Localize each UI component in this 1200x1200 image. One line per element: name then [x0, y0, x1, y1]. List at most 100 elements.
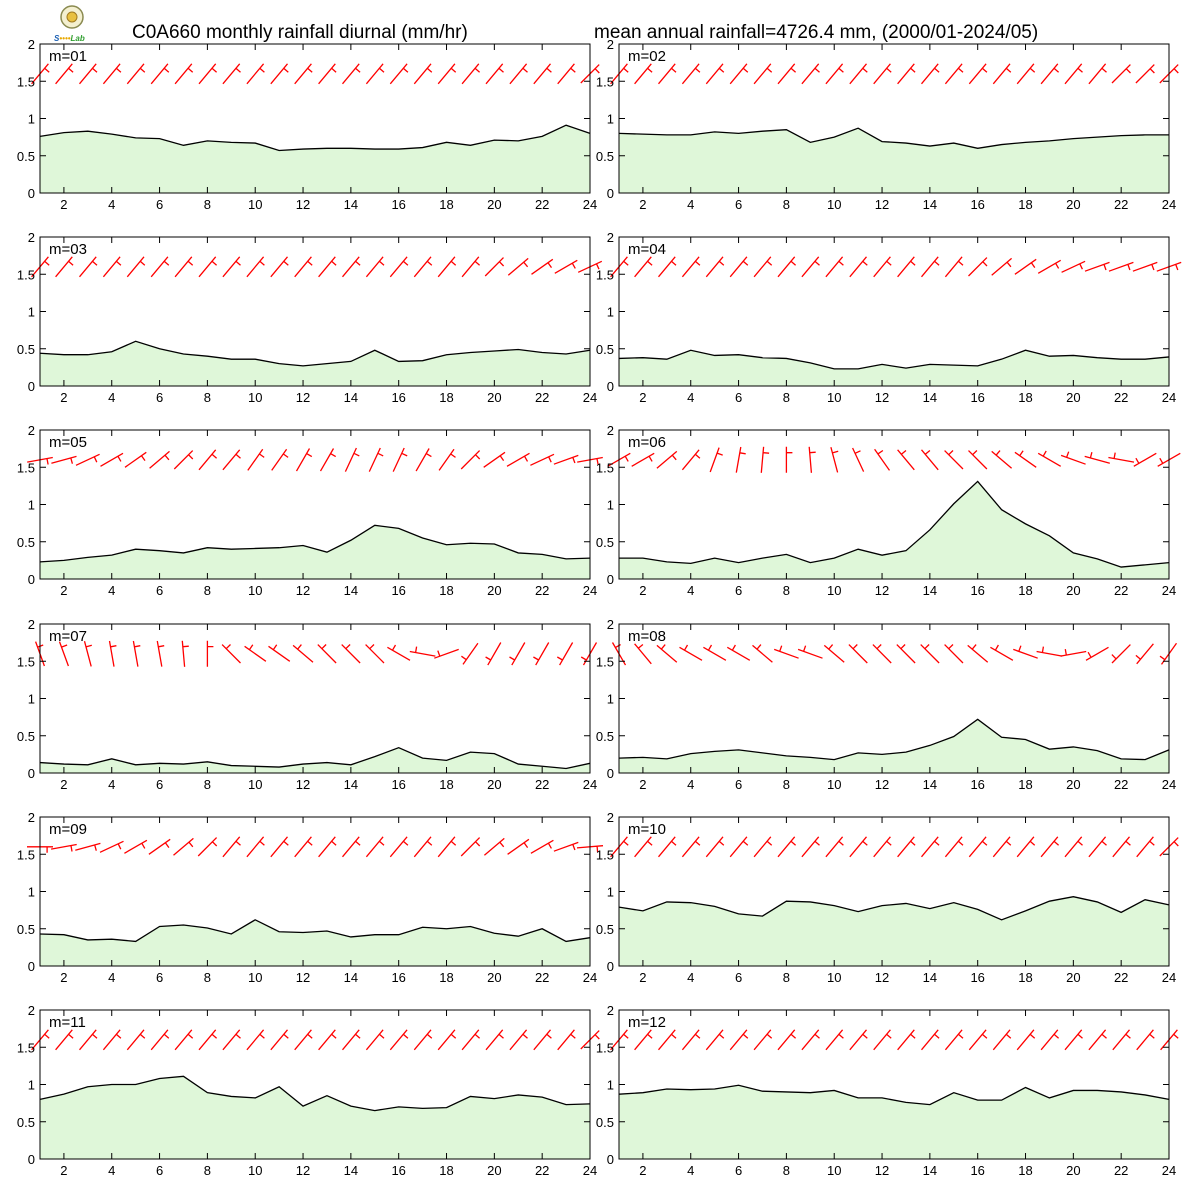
x-tick-label: 4 [687, 970, 694, 985]
x-tick-label: 12 [296, 390, 310, 405]
y-tick-label: 0 [607, 959, 614, 974]
x-tick-label: 14 [344, 583, 358, 598]
wind-barb [392, 447, 408, 472]
rainfall-line [618, 718, 1170, 761]
x-tick-label: 24 [1162, 583, 1176, 598]
y-tick-label: 1 [607, 1078, 614, 1093]
chart-title-right: mean annual rainfall=4726.4 mm, (2000/01… [594, 22, 1038, 43]
y-tick-label: 0.5 [17, 149, 35, 164]
wind-barb [921, 256, 940, 278]
y-tick-label: 0.5 [17, 922, 35, 937]
x-tick-label: 20 [1066, 390, 1080, 405]
y-tick-label: 1.5 [596, 267, 614, 282]
wind-barb [413, 256, 433, 278]
x-tick-label: 8 [204, 197, 211, 212]
y-tick-label: 2 [607, 617, 614, 632]
x-tick-label: 10 [248, 583, 262, 598]
y-tick-label: 0 [28, 186, 35, 201]
rainfall-area [619, 896, 1169, 966]
wind-barb [944, 1029, 964, 1051]
wind-barb [102, 256, 122, 278]
y-tick-label: 0 [28, 959, 35, 974]
x-tick-label: 14 [923, 970, 937, 985]
x-tick-label: 22 [1114, 970, 1128, 985]
rainfall-area [619, 719, 1169, 773]
wind-barb [557, 1029, 576, 1051]
x-tick-label: 18 [1018, 197, 1032, 212]
wind-barb [461, 1029, 481, 1051]
wind-barb [801, 836, 820, 858]
x-tick-label: 2 [60, 583, 67, 598]
x-tick-label: 2 [60, 1163, 67, 1178]
x-tick-label: 10 [827, 583, 841, 598]
wind-barb [1040, 836, 1060, 858]
y-tick-label: 2 [28, 423, 35, 438]
x-tick-label: 24 [583, 1163, 597, 1178]
wind-barb [126, 63, 146, 85]
x-tick-label: 10 [248, 1163, 262, 1178]
rainfall-line [619, 480, 1170, 568]
wind-barb [897, 256, 916, 278]
rainfall-area [619, 350, 1169, 386]
wind-barb [461, 63, 481, 85]
wind-barb [801, 1029, 820, 1051]
y-tick-label: 1 [28, 112, 35, 127]
x-tick-label: 20 [487, 1163, 501, 1178]
wind-barb [460, 450, 481, 470]
wind-barb [270, 1029, 289, 1051]
x-tick-label: 6 [735, 1163, 742, 1178]
wind-barb [753, 256, 773, 278]
x-tick-label: 20 [1066, 970, 1080, 985]
rainfall-line [39, 919, 591, 943]
y-tick-label: 0 [28, 1152, 35, 1167]
x-tick-label: 2 [60, 777, 67, 792]
x-tick-label: 24 [1162, 777, 1176, 792]
wind-barb [557, 63, 576, 85]
wind-barb [244, 644, 267, 662]
panel-frame [39, 623, 591, 774]
x-tick-label: 10 [248, 970, 262, 985]
x-tick-label: 18 [1018, 390, 1032, 405]
wind-barb [344, 447, 360, 472]
wind-barb [874, 448, 891, 471]
wind-barb [801, 256, 820, 278]
wind-barb [102, 1029, 122, 1051]
wind-barb [222, 836, 241, 858]
wind-barb [318, 63, 337, 85]
wind-barb [797, 645, 823, 659]
panel-11: 00.511.522 4 6 8 10 12 14 16 18 20 22 24m=11 [17, 1003, 600, 1178]
y-tick-label: 2 [607, 1003, 614, 1018]
wind-barb [1136, 836, 1155, 858]
panel-12: 00.511.522 4 6 8 10 12 14 16 18 20 22 24m=12 [596, 1003, 1179, 1178]
x-tick-label: 4 [108, 970, 115, 985]
x-tick-label: 6 [735, 777, 742, 792]
wind-barb [150, 63, 170, 85]
x-tick-label: 4 [687, 197, 694, 212]
x-tick-label: 16 [970, 1163, 984, 1178]
panel-label: m=10 [628, 821, 666, 838]
x-tick-label: 4 [687, 583, 694, 598]
panel-label: m=03 [49, 241, 87, 258]
rainfall-area [619, 1085, 1169, 1159]
wind-barb [342, 1029, 361, 1051]
wind-barb [533, 642, 550, 666]
wind-barb [438, 448, 456, 471]
x-tick-label: 20 [487, 970, 501, 985]
wind-barb [413, 63, 433, 85]
wind-barb [968, 836, 988, 858]
x-tick-label: 14 [923, 390, 937, 405]
wind-barb [533, 1029, 552, 1051]
wind-barb [1112, 1029, 1131, 1051]
x-tick-label: 18 [439, 583, 453, 598]
wind-barb [434, 648, 459, 659]
wind-barb [270, 256, 289, 278]
wind-barb [507, 257, 529, 276]
wind-barb [292, 644, 314, 663]
wind-barb [1135, 643, 1154, 665]
wind-barb [174, 256, 194, 278]
wind-barb [509, 642, 526, 666]
wind-barb [992, 1029, 1012, 1051]
x-tick-label: 20 [487, 390, 501, 405]
wind-barb [1111, 64, 1131, 84]
x-tick-label: 4 [687, 1163, 694, 1178]
